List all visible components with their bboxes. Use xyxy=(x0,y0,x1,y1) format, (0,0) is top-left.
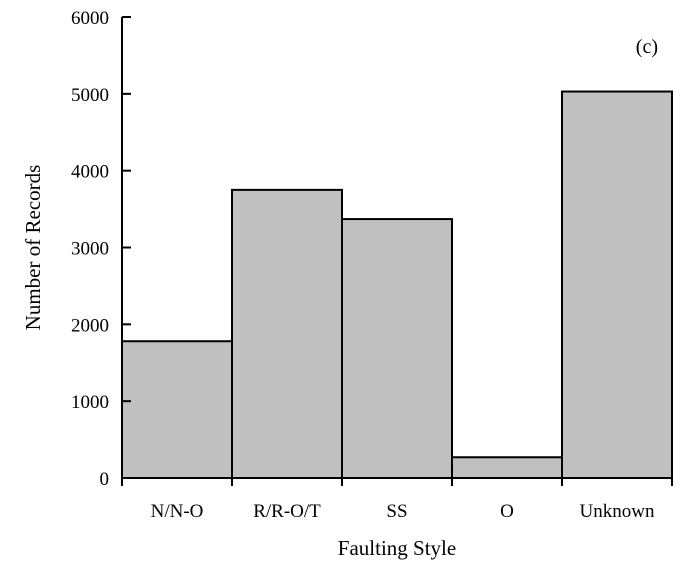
y-tick-label-3000: 3000 xyxy=(71,239,109,260)
y-tick-label-2000: 2000 xyxy=(71,315,109,336)
y-tick-label-1000: 1000 xyxy=(71,392,109,413)
y-axis-title: Number of Records xyxy=(21,165,45,331)
bar-n-n-o xyxy=(121,340,233,479)
y-tick-label-5000: 5000 xyxy=(71,85,109,106)
bar-r-r-o-t xyxy=(231,188,343,479)
x-tick-label-r-r-o-t: R/R-O/T xyxy=(253,501,321,522)
x-ticks-group: N/N-O R/R-O/T SS O Unknown xyxy=(121,478,673,522)
bar-o xyxy=(451,456,563,480)
x-tick-label-o: O xyxy=(500,501,514,522)
y-ticks-group: 0 1000 2000 3000 4000 5000 6000 xyxy=(71,8,131,490)
y-tick-label-4000: 4000 xyxy=(71,162,109,183)
bar-ss xyxy=(341,218,453,480)
y-tick-label-6000: 6000 xyxy=(71,8,109,29)
y-tick-label-0: 0 xyxy=(100,469,110,490)
x-tick-label-ss: SS xyxy=(386,501,407,522)
x-axis-title: Faulting Style xyxy=(338,536,456,560)
bars-group xyxy=(121,90,673,480)
bar-unknown xyxy=(561,90,673,480)
x-tick-label-unknown: Unknown xyxy=(580,501,655,522)
panel-label: (c) xyxy=(636,36,658,58)
x-tick-label-n-n-o: N/N-O xyxy=(151,501,204,522)
